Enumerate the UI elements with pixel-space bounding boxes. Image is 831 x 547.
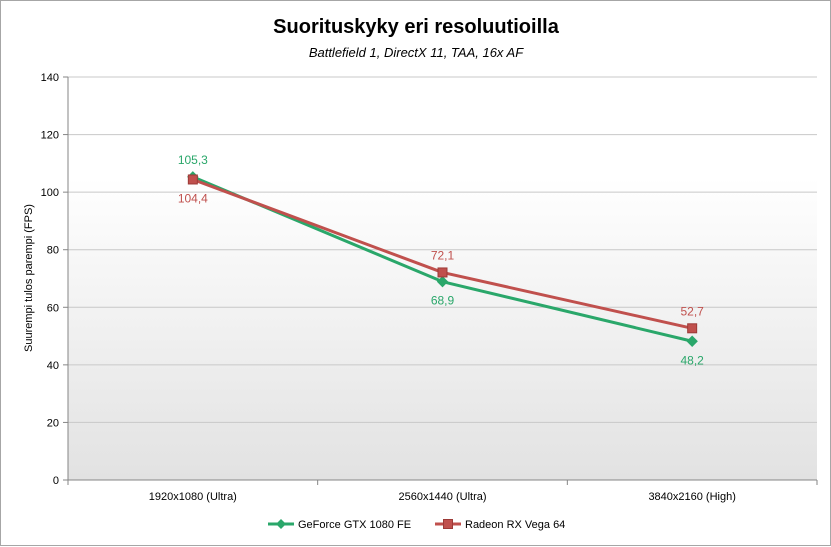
x-tick-label: 1920x1080 (Ultra) — [149, 491, 237, 503]
y-tick-label: 100 — [41, 187, 59, 199]
y-tick-label: 20 — [47, 417, 59, 429]
data-point — [436, 275, 449, 288]
data-point — [437, 267, 448, 278]
y-tick-label: 80 — [47, 245, 59, 257]
plot-area: 0 20 40 60 80 100 120 140 1920x1080 (Ultra) 2560x… — [41, 72, 818, 503]
data-label: 68,9 — [431, 294, 455, 308]
data-point — [686, 335, 698, 347]
data-point — [687, 323, 698, 334]
legend-marker — [443, 519, 453, 529]
y-tick-label: 0 — [53, 475, 59, 487]
legend-marker — [276, 519, 286, 529]
x-tick-label: 3840x2160 (High) — [648, 491, 735, 503]
chart-title: Suorituskyky eri resoluutioilla — [273, 16, 560, 38]
y-tick-label: 60 — [47, 302, 59, 314]
chart-subtitle: Battlefield 1, DirectX 11, TAA, 16x AF — [309, 45, 524, 60]
data-label: 52,7 — [680, 304, 704, 318]
data-label: 105,3 — [178, 153, 208, 167]
legend-entry-label: Radeon RX Vega 64 — [465, 519, 565, 531]
data-point — [187, 174, 198, 185]
legend-entry-label: GeForce GTX 1080 FE — [298, 519, 411, 531]
legend: GeForce GTX 1080 FE Radeon RX Vega 64 — [268, 519, 565, 531]
y-tick-label: 120 — [41, 130, 59, 142]
y-tick-label: 40 — [47, 360, 59, 372]
x-tick-label: 2560x1440 (Ultra) — [398, 491, 486, 503]
data-label: 104,4 — [178, 191, 208, 205]
data-label: 72,1 — [431, 248, 455, 262]
y-axis-title: Suurempi tulos parempi (FPS) — [23, 204, 35, 352]
y-tick-label: 140 — [41, 72, 59, 84]
data-label: 48,2 — [680, 353, 704, 367]
